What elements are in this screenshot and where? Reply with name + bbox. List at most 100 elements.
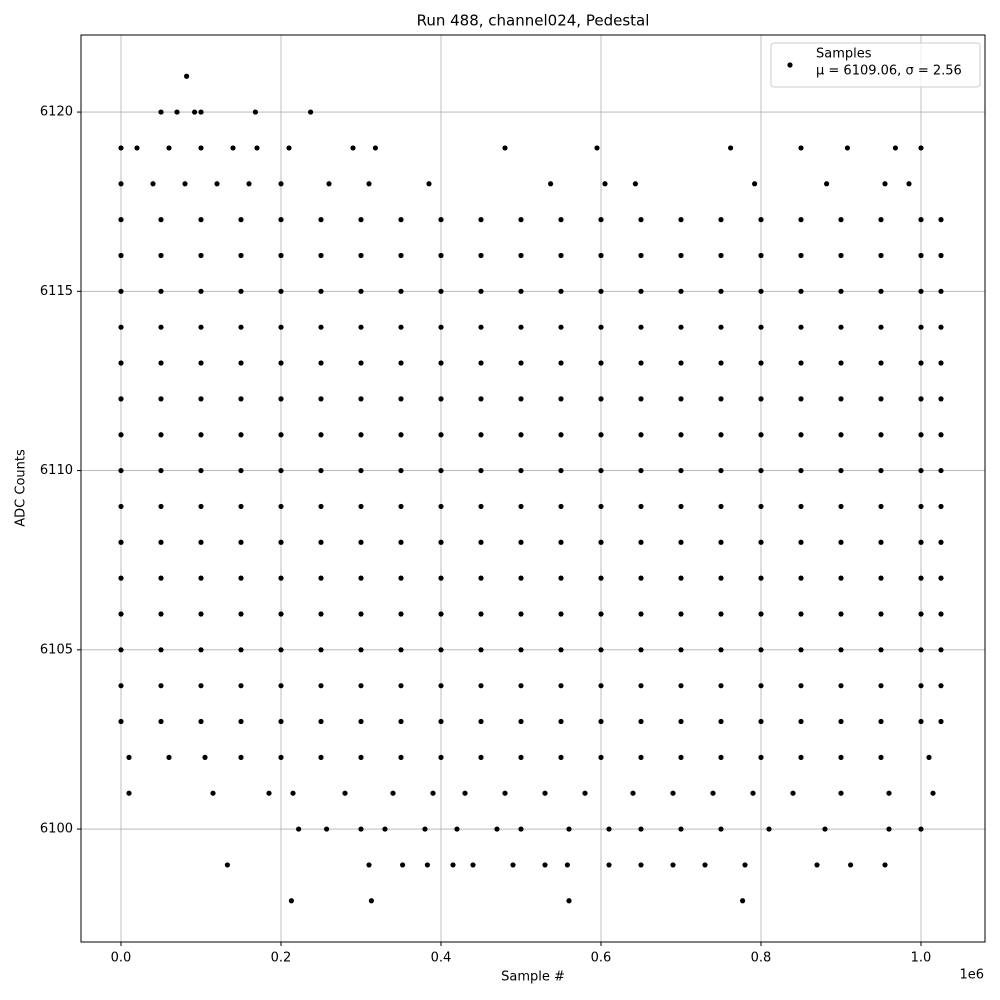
scatter-point <box>158 288 164 294</box>
scatter-point <box>318 217 324 223</box>
scatter-point <box>118 324 124 330</box>
scatter-point <box>118 360 124 366</box>
scatter-point <box>678 718 684 725</box>
scatter-point <box>878 360 884 366</box>
scatter-point <box>158 467 164 474</box>
scatter-point <box>918 252 924 259</box>
scatter-point <box>838 611 844 617</box>
scatter-point <box>710 790 716 796</box>
scatter-point <box>278 539 284 545</box>
scatter-point <box>638 575 644 581</box>
scatter-point <box>728 145 734 151</box>
scatter-point <box>358 467 364 474</box>
scatter-point <box>278 575 284 581</box>
scatter-point <box>926 754 932 760</box>
scatter-point <box>598 360 604 366</box>
scatter-point <box>798 252 804 259</box>
scatter-point <box>278 396 284 402</box>
scatter-point <box>558 396 564 402</box>
scatter-point <box>398 252 404 259</box>
scatter-point <box>126 790 132 796</box>
scatter-point <box>254 145 260 151</box>
scatter-point <box>518 826 524 832</box>
scatter-point <box>324 826 330 832</box>
scatter-point <box>558 360 564 366</box>
scatter-point <box>598 539 604 545</box>
scatter-point <box>602 181 608 187</box>
scatter-point <box>118 467 124 474</box>
scatter-point <box>918 539 924 545</box>
scatter-point <box>438 754 444 760</box>
scatter-point <box>938 324 944 330</box>
scatter-point <box>670 862 676 868</box>
scatter-point <box>134 145 140 151</box>
scatter-point <box>702 862 708 868</box>
scatter-point <box>366 862 372 868</box>
scatter-point <box>470 862 476 868</box>
scatter-point <box>918 718 924 725</box>
scatter-point <box>750 790 756 796</box>
scatter-point <box>326 181 332 187</box>
scatter-point <box>238 539 244 545</box>
scatter-point <box>718 324 724 330</box>
y-tick-label: 6115 <box>40 284 73 299</box>
scatter-point <box>450 862 456 868</box>
scatter-point <box>358 647 364 653</box>
scatter-point <box>238 432 244 438</box>
scatter-point <box>838 360 844 366</box>
scatter-point <box>318 575 324 581</box>
scatter-point <box>318 252 324 259</box>
scatter-point <box>758 718 764 725</box>
scatter-point <box>318 288 324 294</box>
scatter-point <box>202 754 208 760</box>
scatter-point <box>478 503 484 510</box>
scatter-point <box>678 826 684 832</box>
scatter-point <box>938 539 944 545</box>
scatter-point <box>198 252 204 259</box>
scatter-point <box>318 647 324 653</box>
scatter-point <box>838 252 844 259</box>
scatter-point <box>758 647 764 653</box>
scatter-point <box>598 683 604 689</box>
scatter-point <box>718 826 724 832</box>
scatter-point <box>718 754 724 760</box>
scatter-point <box>278 718 284 725</box>
scatter-point <box>558 539 564 545</box>
scatter-point <box>918 360 924 366</box>
scatter-point <box>398 324 404 330</box>
scatter-point <box>478 683 484 689</box>
scatter-point <box>278 288 284 294</box>
scatter-point <box>278 754 284 760</box>
scatter-point <box>198 539 204 545</box>
scatter-point <box>478 754 484 760</box>
scatter-point <box>198 360 204 366</box>
scatter-point <box>758 503 764 510</box>
scatter-point <box>758 252 764 259</box>
scatter-point <box>838 754 844 760</box>
scatter-point <box>758 288 764 294</box>
scatter-point <box>838 790 844 796</box>
scatter-point <box>118 611 124 617</box>
scatter-point <box>758 432 764 438</box>
scatter-point <box>838 396 844 402</box>
scatter-point <box>678 503 684 510</box>
scatter-point <box>718 252 724 259</box>
scatter-point <box>938 647 944 653</box>
scatter-point <box>838 217 844 223</box>
scatter-point <box>118 288 124 294</box>
scatter-point <box>824 181 830 187</box>
scatter-point <box>390 790 396 796</box>
scatter-point <box>182 181 188 187</box>
scatter-point <box>278 683 284 689</box>
scatter-point <box>166 754 172 760</box>
scatter-point <box>438 467 444 474</box>
scatter-point <box>478 611 484 617</box>
scatter-point <box>382 826 388 832</box>
scatter-point <box>882 862 888 868</box>
scatter-point <box>594 145 600 151</box>
scatter-point <box>878 718 884 725</box>
scatter-point <box>278 181 284 187</box>
scatter-point <box>558 432 564 438</box>
scatter-point <box>758 324 764 330</box>
